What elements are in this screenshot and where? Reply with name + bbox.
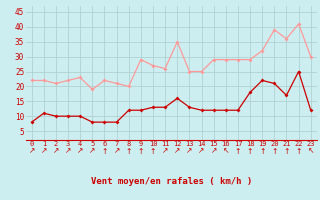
Text: ↖: ↖ — [223, 146, 229, 156]
Text: ↑: ↑ — [295, 146, 302, 156]
Text: ↗: ↗ — [65, 146, 71, 156]
Text: ↗: ↗ — [186, 146, 193, 156]
Text: ↑: ↑ — [259, 146, 265, 156]
Text: ↗: ↗ — [174, 146, 180, 156]
Text: ↑: ↑ — [125, 146, 132, 156]
Text: ↗: ↗ — [211, 146, 217, 156]
Text: ↗: ↗ — [162, 146, 168, 156]
Text: ↑: ↑ — [283, 146, 290, 156]
Text: ↗: ↗ — [53, 146, 59, 156]
Text: ↑: ↑ — [247, 146, 253, 156]
Text: ↗: ↗ — [77, 146, 84, 156]
Text: ↗: ↗ — [28, 146, 35, 156]
Text: ↑: ↑ — [150, 146, 156, 156]
Text: ↑: ↑ — [271, 146, 277, 156]
Text: ↗: ↗ — [41, 146, 47, 156]
Text: ↖: ↖ — [308, 146, 314, 156]
Text: ↑: ↑ — [101, 146, 108, 156]
Text: ↑: ↑ — [138, 146, 144, 156]
Text: ↗: ↗ — [113, 146, 120, 156]
Text: ↗: ↗ — [198, 146, 205, 156]
Text: ↗: ↗ — [89, 146, 96, 156]
Text: Vent moyen/en rafales ( km/h ): Vent moyen/en rafales ( km/h ) — [91, 177, 252, 186]
Text: ↑: ↑ — [235, 146, 241, 156]
